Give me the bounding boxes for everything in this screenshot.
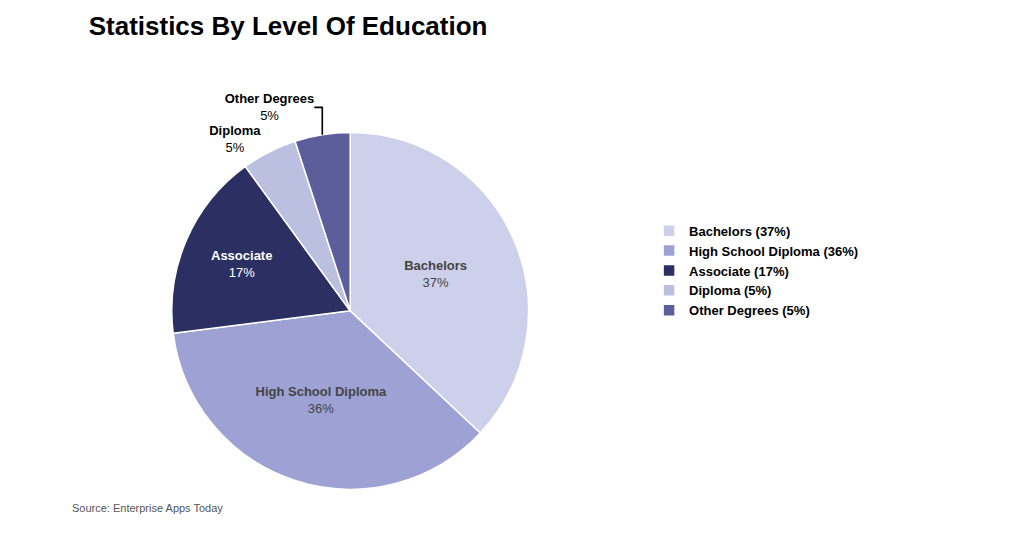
svg-text:High School Diploma36%: High School Diploma36%: [256, 384, 387, 416]
svg-text:Diploma (5%): Diploma (5%): [689, 283, 771, 298]
svg-text:High School Diploma (36%): High School Diploma (36%): [689, 244, 858, 259]
svg-text:Statistics By Level Of Educati: Statistics By Level Of Education: [89, 11, 488, 41]
svg-text:Bachelors37%: Bachelors37%: [404, 258, 467, 290]
svg-text:Diploma5%: Diploma5%: [209, 123, 261, 155]
svg-text:Other Degrees (5%): Other Degrees (5%): [689, 303, 810, 318]
svg-text:Source: Enterprise Apps Today: Source: Enterprise Apps Today: [72, 502, 223, 514]
svg-text:Associate (17%): Associate (17%): [689, 264, 789, 279]
svg-text:Other Degrees5%: Other Degrees5%: [225, 91, 315, 123]
svg-text:Associate17%: Associate17%: [211, 248, 272, 280]
svg-text:Bachelors (37%): Bachelors (37%): [689, 224, 790, 239]
